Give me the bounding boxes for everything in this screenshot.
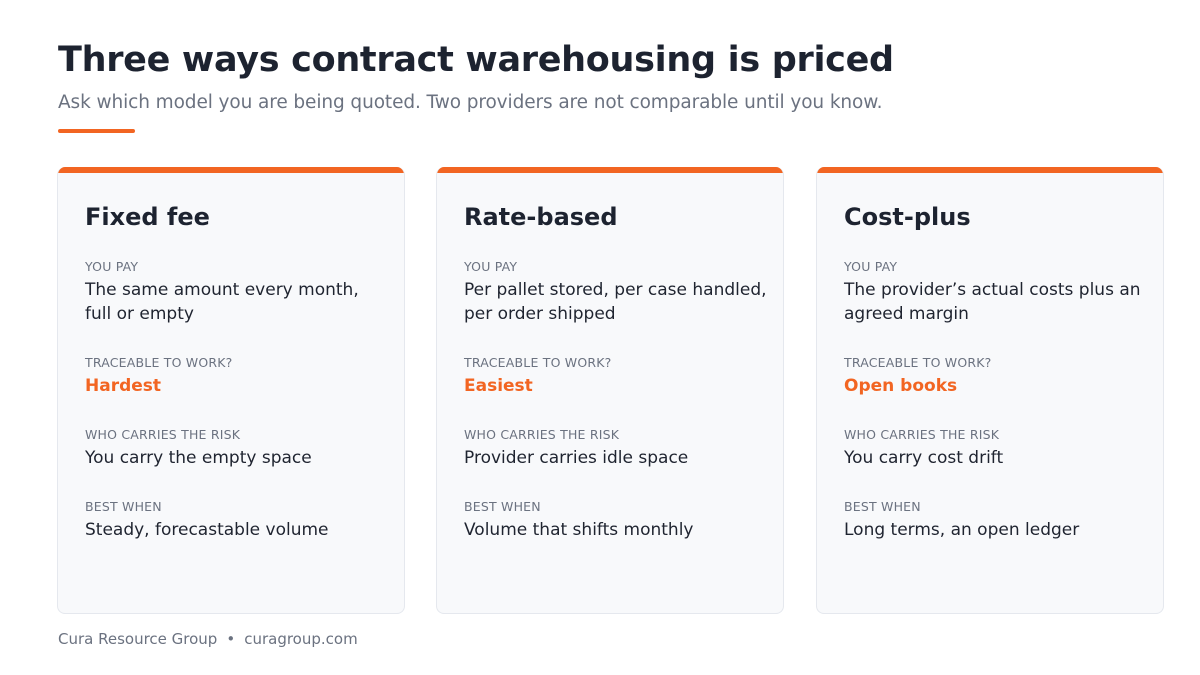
risk-label: WHO CARRIES THE RISK xyxy=(464,427,620,442)
best-when-value: Steady, forecastable volume xyxy=(85,520,329,540)
you-pay-label: YOU PAY xyxy=(464,259,518,274)
card-rate-based: Rate-based YOU PAY Per pallet stored, pe… xyxy=(436,167,784,614)
traceable-label: TRACEABLE TO WORK? xyxy=(85,355,233,370)
card-accent-strip xyxy=(58,167,404,173)
card-title: Fixed fee xyxy=(85,203,210,231)
best-when-label: BEST WHEN xyxy=(464,499,541,514)
you-pay-value: The provider’s actual costs plus an agre… xyxy=(844,280,1141,324)
card-accent-strip xyxy=(437,167,783,173)
card-title: Cost-plus xyxy=(844,203,971,231)
card-cost-plus: Cost-plus YOU PAY The provider’s actual … xyxy=(816,167,1164,614)
traceable-value: Hardest xyxy=(85,376,162,396)
footer-website: curagroup.com xyxy=(244,630,358,648)
risk-label: WHO CARRIES THE RISK xyxy=(844,427,1000,442)
pricing-models: Fixed fee YOU PAY The same amount every … xyxy=(57,167,1165,614)
best-when-value: Volume that shifts monthly xyxy=(464,520,694,540)
title-accent-bar xyxy=(58,129,135,133)
page-title: Three ways contract warehousing is price… xyxy=(58,40,894,80)
traceable-label: TRACEABLE TO WORK? xyxy=(464,355,612,370)
you-pay-value: Per pallet stored, per case handled, per… xyxy=(464,280,767,324)
best-when-label: BEST WHEN xyxy=(844,499,921,514)
risk-value: Provider carries idle space xyxy=(464,448,689,468)
best-when-value: Long terms, an open ledger xyxy=(844,520,1080,540)
traceable-label: TRACEABLE TO WORK? xyxy=(844,355,992,370)
card-accent-strip xyxy=(817,167,1163,173)
page-subtitle: Ask which model you are being quoted. Tw… xyxy=(58,92,883,113)
you-pay-value: The same amount every month, full or emp… xyxy=(85,280,359,324)
risk-value: You carry cost drift xyxy=(844,448,1004,468)
footer-separator: • xyxy=(226,630,236,648)
traceable-value: Easiest xyxy=(464,376,533,396)
card-title: Rate-based xyxy=(464,203,618,231)
risk-label: WHO CARRIES THE RISK xyxy=(85,427,241,442)
risk-value: You carry the empty space xyxy=(85,448,312,468)
footer: Cura Resource Group • curagroup.com xyxy=(58,630,358,648)
you-pay-label: YOU PAY xyxy=(85,259,139,274)
you-pay-label: YOU PAY xyxy=(844,259,898,274)
card-fixed-fee: Fixed fee YOU PAY The same amount every … xyxy=(57,167,405,614)
footer-company: Cura Resource Group xyxy=(58,630,218,648)
traceable-value: Open books xyxy=(844,376,958,396)
best-when-label: BEST WHEN xyxy=(85,499,162,514)
